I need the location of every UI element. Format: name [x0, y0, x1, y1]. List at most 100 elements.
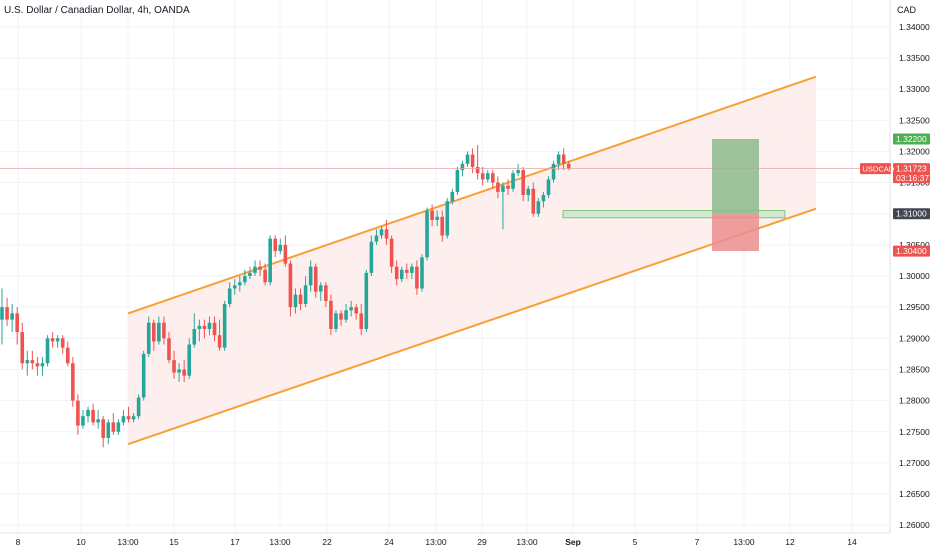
stop-price-label[interactable]: 1.30400: [893, 245, 930, 257]
channel-upper-line[interactable]: [127, 75, 817, 315]
position-overlay[interactable]: [0, 138, 890, 252]
position-stop-area[interactable]: [712, 213, 759, 252]
candle-up: [96, 409, 100, 429]
candle-down: [35, 356, 40, 376]
time-tick-label: Sep: [565, 537, 581, 547]
candle-up: [192, 313, 197, 348]
candle-up: [293, 288, 298, 314]
candle-body: [425, 210, 429, 258]
time-tick-label: 8: [16, 537, 21, 547]
candle-body: [465, 154, 470, 164]
candle-down: [111, 413, 116, 435]
candle-up: [268, 235, 272, 286]
candle-down: [101, 416, 105, 448]
candle-up: [349, 300, 353, 317]
candle-down: [405, 263, 409, 280]
time-axis[interactable]: 8 10 13:00 15 17 13:00 22 24 13:00 29 13:00 Sep 5 7 13…: [0, 532, 890, 550]
candle-body: [141, 353, 146, 398]
candle-up: [536, 198, 541, 217]
price-channel[interactable]: [127, 75, 817, 446]
candle-up: [40, 356, 45, 376]
candle-up: [551, 160, 556, 183]
price-tick-label: 1.26000: [899, 520, 930, 530]
candle-body: [369, 241, 374, 273]
candle-body: [10, 313, 14, 320]
candle-body: [511, 173, 515, 189]
price-tick-label: 1.29000: [899, 333, 930, 343]
candle-down: [339, 310, 343, 326]
candle-down: [91, 403, 95, 426]
target-price-label[interactable]: 1.32200: [893, 133, 930, 145]
price-tick-label: 1.32000: [899, 146, 930, 156]
time-tick-label: 24: [384, 537, 394, 547]
candle-up: [207, 316, 212, 336]
candle-body: [313, 266, 318, 292]
candle-down: [329, 294, 333, 336]
candle-body: [278, 244, 283, 252]
candle-up: [197, 319, 202, 342]
channel-lower-line[interactable]: [127, 207, 817, 446]
candle-down: [521, 166, 525, 202]
candle-body: [106, 422, 111, 438]
candle-body: [324, 285, 328, 301]
candle-body: [177, 369, 181, 373]
candle-up: [511, 170, 515, 192]
candle-down: [324, 282, 328, 308]
candle-down: [172, 350, 176, 379]
time-tick-label: 13:00: [516, 537, 538, 547]
symbol-label[interactable]: USDCAD: [860, 163, 895, 175]
candle-body: [0, 307, 4, 320]
candle-body: [491, 173, 495, 183]
candle-body: [546, 179, 551, 196]
candle-up: [485, 170, 490, 183]
candle-up: [278, 238, 283, 255]
last-price-label-box: [893, 163, 930, 184]
candle-body: [222, 304, 227, 348]
candle-body: [536, 201, 541, 214]
support-zone[interactable]: [562, 210, 786, 219]
candle-body: [374, 235, 379, 242]
candle-body: [566, 163, 571, 169]
candle-up: [227, 282, 232, 308]
candle-down: [480, 166, 485, 186]
stop-price-label-text: 1.30400: [896, 246, 927, 256]
candle-body: [172, 360, 176, 373]
candle-down: [288, 260, 293, 317]
candle-down: [71, 356, 75, 407]
candle-body: [359, 313, 364, 329]
price-axis[interactable]: CAD 1.34000 1.33500 1.33000 1.32500 1.32000 1.…: [860, 0, 932, 550]
symbol-label-text: USDCAD: [863, 165, 895, 174]
candle-down: [50, 332, 55, 348]
candle-down: [182, 360, 186, 382]
candle-down: [167, 332, 171, 364]
candle-down: [561, 148, 566, 171]
target-price-label-box: [893, 133, 930, 145]
candle-body: [197, 325, 202, 329]
candle-body: [450, 191, 455, 202]
price-tick-label: 1.33000: [899, 84, 930, 94]
candle-body: [551, 163, 556, 180]
entry-price-label[interactable]: 1.31000: [893, 208, 930, 220]
candle-body: [187, 344, 192, 376]
candle-body: [384, 229, 389, 239]
candle-body: [399, 269, 404, 280]
candle-down: [359, 304, 364, 336]
candle-body: [455, 170, 460, 192]
candle-down: [212, 316, 217, 342]
price-tick-label: 1.28000: [899, 396, 930, 406]
candle-up: [425, 207, 429, 261]
candle-body: [445, 201, 450, 236]
candle-up: [243, 269, 247, 286]
candle-body: [202, 325, 207, 329]
position-target-area[interactable]: [712, 138, 759, 214]
candle-body: [339, 313, 343, 320]
candle-down: [162, 316, 166, 345]
candle-body: [101, 419, 105, 438]
candle-body: [470, 154, 475, 167]
candle-down: [470, 148, 475, 174]
candle-body: [531, 188, 536, 214]
candle-body: [55, 338, 60, 342]
candle-body: [329, 300, 333, 329]
